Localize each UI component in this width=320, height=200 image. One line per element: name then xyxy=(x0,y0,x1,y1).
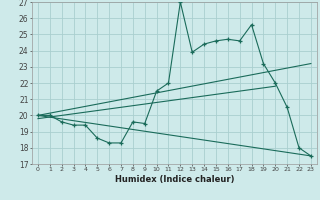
X-axis label: Humidex (Indice chaleur): Humidex (Indice chaleur) xyxy=(115,175,234,184)
